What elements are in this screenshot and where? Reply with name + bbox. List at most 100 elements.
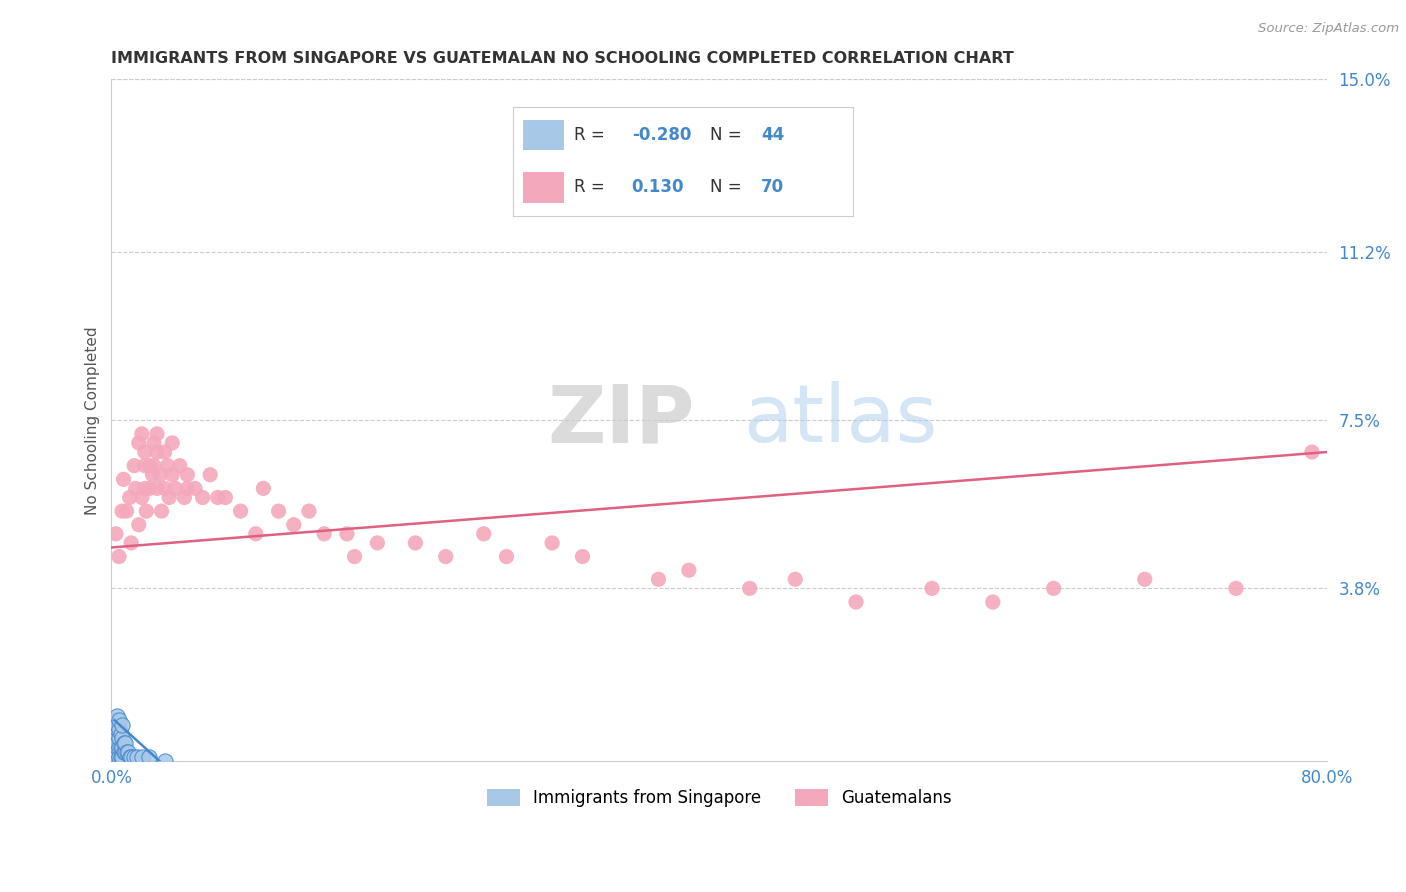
Point <box>112 472 135 486</box>
Point <box>343 549 366 564</box>
Point <box>981 595 1004 609</box>
Point <box>138 458 160 473</box>
Point <box>111 717 134 731</box>
Point <box>143 436 166 450</box>
Point <box>245 526 267 541</box>
Point <box>122 458 145 473</box>
Point <box>107 723 129 737</box>
Point <box>150 504 173 518</box>
Point <box>173 491 195 505</box>
Point <box>678 563 700 577</box>
Point <box>131 426 153 441</box>
Point <box>366 536 388 550</box>
Point <box>134 482 156 496</box>
Point <box>141 467 163 482</box>
Point <box>111 504 134 518</box>
Point <box>146 426 169 441</box>
Text: atlas: atlas <box>744 381 938 459</box>
Point <box>107 717 129 731</box>
Text: IMMIGRANTS FROM SINGAPORE VS GUATEMALAN NO SCHOOLING COMPLETED CORRELATION CHART: IMMIGRANTS FROM SINGAPORE VS GUATEMALAN … <box>111 51 1014 66</box>
Point <box>110 727 132 741</box>
Point <box>283 517 305 532</box>
Point <box>198 467 221 482</box>
Point <box>738 582 761 596</box>
Point <box>107 740 129 755</box>
Point <box>107 736 129 750</box>
Point <box>207 491 229 505</box>
Point <box>107 749 129 764</box>
Point <box>120 536 142 550</box>
Text: Source: ZipAtlas.com: Source: ZipAtlas.com <box>1258 22 1399 36</box>
Point <box>153 445 176 459</box>
Point <box>108 723 131 737</box>
Point <box>169 458 191 473</box>
Point <box>149 467 172 482</box>
Point <box>135 504 157 518</box>
Point <box>298 504 321 518</box>
Legend: Immigrants from Singapore, Guatemalans: Immigrants from Singapore, Guatemalans <box>479 782 959 814</box>
Point <box>571 549 593 564</box>
Point <box>176 482 198 496</box>
Point <box>252 482 274 496</box>
Point <box>117 745 139 759</box>
Point <box>153 754 176 768</box>
Point <box>1301 445 1323 459</box>
Point <box>134 445 156 459</box>
Point <box>114 745 136 759</box>
Point <box>122 749 145 764</box>
Point <box>108 749 131 764</box>
Point <box>114 736 136 750</box>
Point <box>146 445 169 459</box>
Point <box>134 458 156 473</box>
Point <box>111 731 134 746</box>
Point <box>104 526 127 541</box>
Point <box>110 740 132 755</box>
Point <box>107 708 129 723</box>
Point <box>110 749 132 764</box>
Point <box>184 482 207 496</box>
Point <box>191 491 214 505</box>
Point <box>229 504 252 518</box>
Point <box>112 736 135 750</box>
Point <box>127 749 149 764</box>
Point <box>153 482 176 496</box>
Point <box>143 458 166 473</box>
Point <box>404 536 426 550</box>
Point <box>267 504 290 518</box>
Point <box>176 467 198 482</box>
Point <box>131 491 153 505</box>
Point <box>107 745 129 759</box>
Y-axis label: No Schooling Completed: No Schooling Completed <box>86 326 100 515</box>
Point <box>103 745 125 759</box>
Point <box>785 572 807 586</box>
Point <box>104 713 127 727</box>
Point <box>108 549 131 564</box>
Point <box>336 526 359 541</box>
Point <box>111 749 134 764</box>
Point <box>434 549 457 564</box>
Point <box>472 526 495 541</box>
Point <box>647 572 669 586</box>
Point <box>1133 572 1156 586</box>
Point <box>103 736 125 750</box>
Point <box>157 491 180 505</box>
Point <box>138 749 160 764</box>
Point <box>104 754 127 768</box>
Point <box>118 491 141 505</box>
Text: ZIP: ZIP <box>548 381 695 459</box>
Point <box>1042 582 1064 596</box>
Point <box>104 731 127 746</box>
Point <box>125 482 148 496</box>
Point <box>104 745 127 759</box>
Point <box>314 526 336 541</box>
Point <box>214 491 236 505</box>
Point <box>495 549 517 564</box>
Point <box>160 467 183 482</box>
Point <box>921 582 943 596</box>
Point <box>103 740 125 755</box>
Point <box>1225 582 1247 596</box>
Point <box>120 749 142 764</box>
Point <box>131 749 153 764</box>
Point <box>138 482 160 496</box>
Point <box>115 504 138 518</box>
